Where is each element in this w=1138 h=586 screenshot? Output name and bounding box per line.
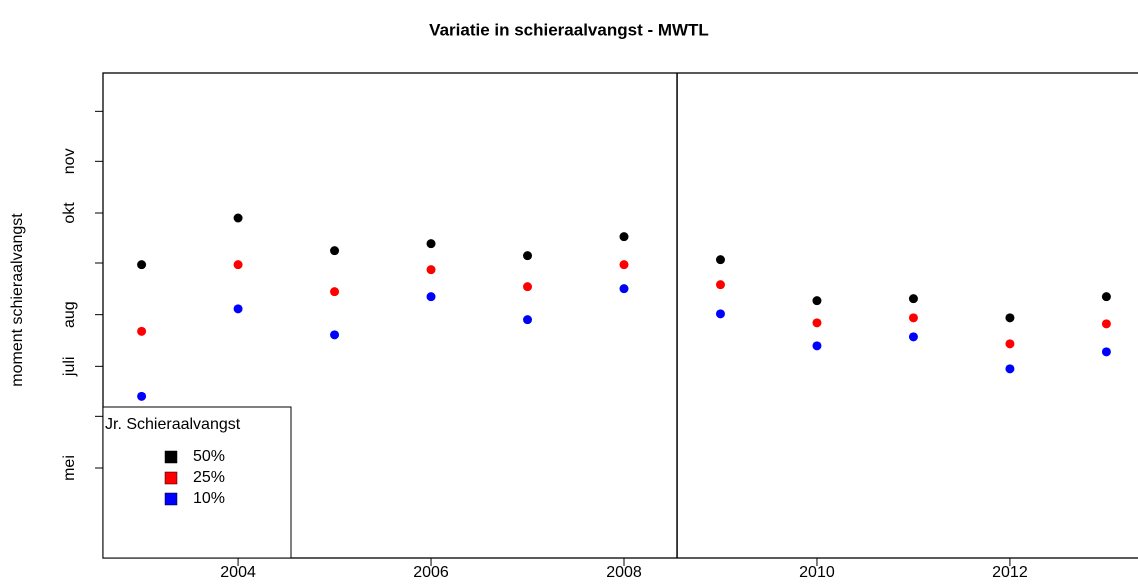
point [1005, 339, 1015, 349]
chart-title: Variatie in schieraalvangst - MWTL [429, 20, 709, 39]
point [426, 239, 436, 249]
legend-title: Jr. Schieraalvangst [105, 416, 241, 433]
y-tick-label: nov [61, 148, 78, 174]
point [330, 246, 340, 256]
point [523, 251, 533, 261]
x-tick-label: 2006 [413, 564, 449, 581]
point [426, 292, 436, 302]
point [523, 315, 533, 325]
legend-box [102, 406, 292, 559]
legend-label: 10% [193, 490, 225, 507]
x-tick-label: 2004 [220, 564, 256, 581]
y-axis-label: moment schieraalvangst [9, 213, 26, 387]
point [233, 304, 243, 314]
y-tick-label: juli [61, 357, 78, 378]
y-tick-label: mei [61, 455, 78, 481]
x-tick-label: 2010 [799, 564, 835, 581]
y-tick-label: okt [61, 202, 78, 224]
point [330, 287, 340, 297]
point [619, 284, 629, 294]
point [908, 313, 918, 323]
point [1005, 313, 1015, 323]
point [233, 213, 243, 223]
x-tick-label: 2008 [606, 564, 642, 581]
point [812, 341, 822, 351]
point [523, 282, 533, 292]
point [233, 260, 243, 270]
point [812, 318, 822, 328]
legend-label: 25% [193, 469, 225, 486]
point [137, 260, 147, 270]
y-tick-label: aug [61, 301, 78, 328]
point [619, 232, 629, 242]
legend-swatch [164, 471, 178, 485]
point [908, 294, 918, 304]
legend-swatch [164, 492, 178, 506]
x-tick-label: 2012 [992, 564, 1028, 581]
point [1101, 347, 1111, 357]
point [137, 326, 147, 336]
point [330, 330, 340, 340]
point [1005, 364, 1015, 374]
point [908, 332, 918, 342]
point [137, 391, 147, 401]
point [715, 280, 725, 290]
point [715, 255, 725, 265]
point [1101, 319, 1111, 329]
point [426, 265, 436, 275]
point [1101, 292, 1111, 302]
point [619, 260, 629, 270]
point [715, 309, 725, 319]
legend-label: 50% [193, 448, 225, 465]
legend-swatch [164, 450, 178, 464]
point [812, 296, 822, 306]
